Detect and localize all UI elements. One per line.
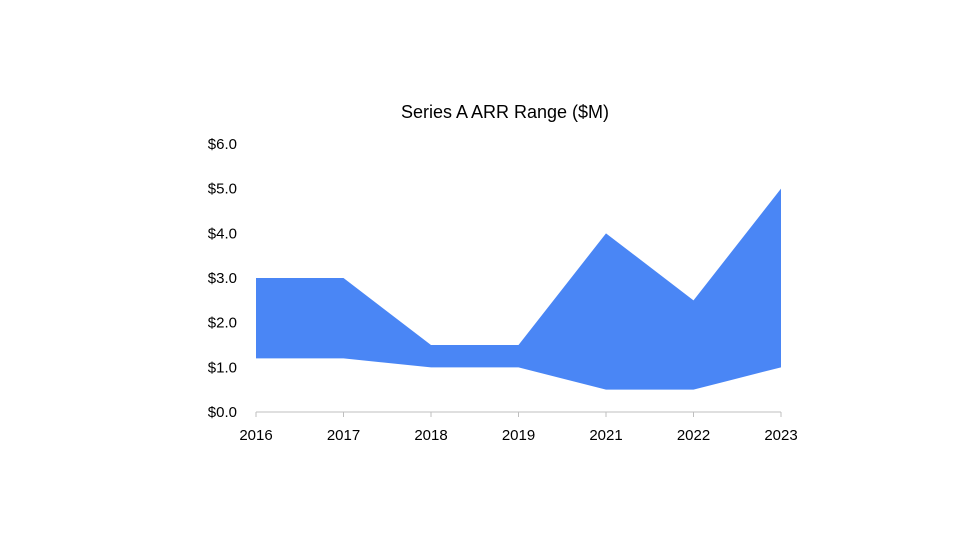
x-tick-label: 2021 bbox=[589, 427, 622, 444]
y-tick-label: $1.0 bbox=[208, 359, 237, 376]
arr-range-area bbox=[256, 188, 781, 390]
y-tick-label: $5.0 bbox=[208, 181, 237, 198]
x-tick-label: 2022 bbox=[677, 427, 710, 444]
y-tick-label: $2.0 bbox=[208, 315, 237, 332]
x-tick-label: 2019 bbox=[502, 427, 535, 444]
y-axis-ticks: $0.0 $1.0 $2.0 $3.0 $4.0 $5.0 $6.0 bbox=[208, 136, 237, 421]
x-tick-label: 2016 bbox=[239, 427, 272, 444]
x-axis-ticks: 2016 2017 2018 2019 2021 2022 2023 bbox=[239, 412, 798, 444]
y-tick-label: $6.0 bbox=[208, 136, 237, 153]
plot-area bbox=[256, 188, 781, 390]
x-tick-label: 2018 bbox=[414, 427, 447, 444]
y-tick-label: $0.0 bbox=[208, 404, 237, 421]
chart-title: Series A ARR Range ($M) bbox=[401, 102, 609, 122]
y-tick-label: $3.0 bbox=[208, 270, 237, 287]
x-tick-label: 2017 bbox=[327, 427, 360, 444]
x-tick-label: 2023 bbox=[764, 427, 797, 444]
y-tick-label: $4.0 bbox=[208, 225, 237, 242]
